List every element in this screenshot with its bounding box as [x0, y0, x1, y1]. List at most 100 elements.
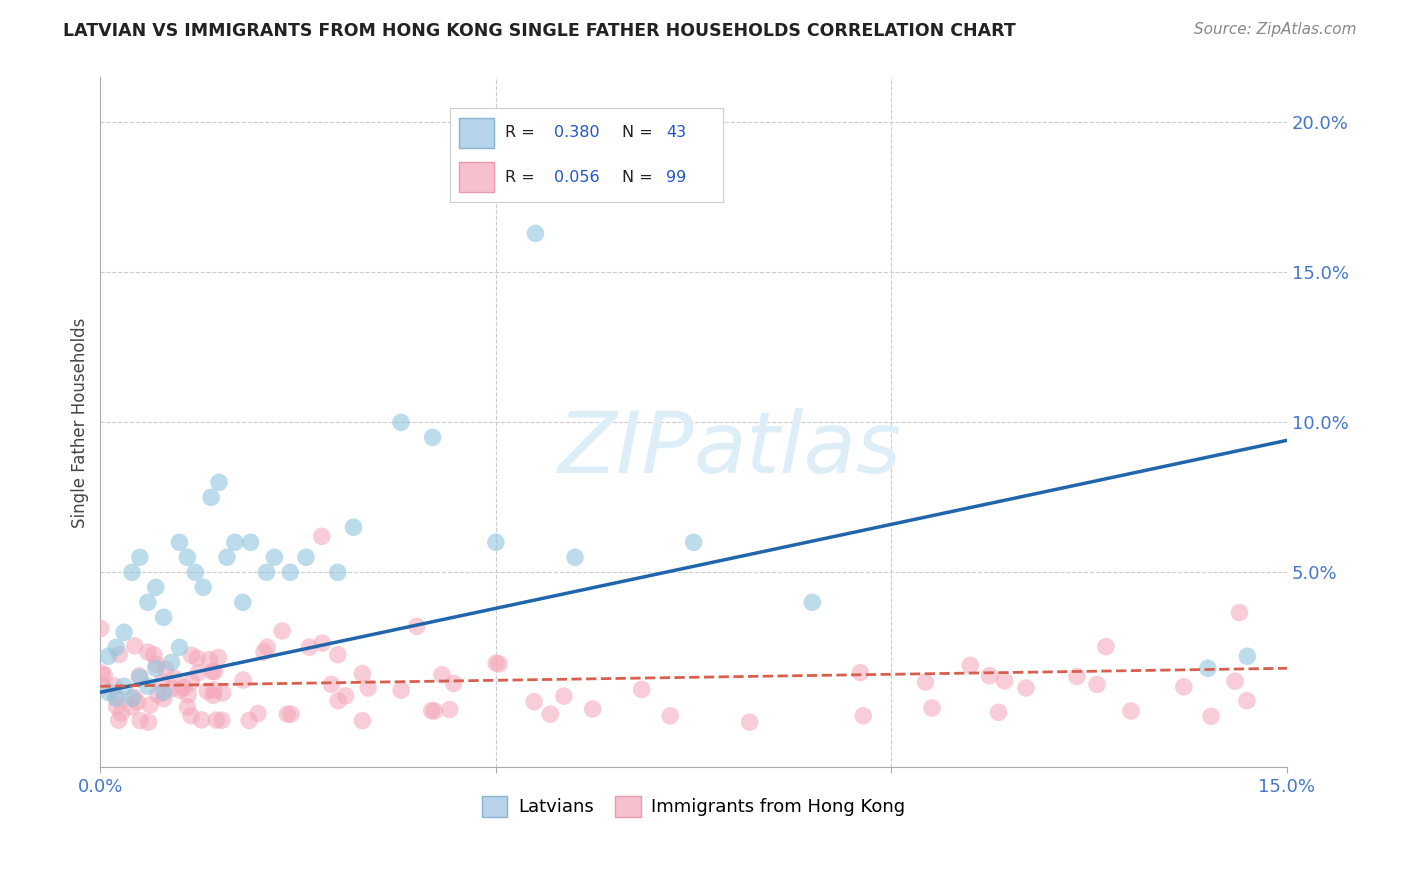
Point	[849, 665, 872, 680]
Point	[443, 676, 465, 690]
Y-axis label: Single Father Households: Single Father Households	[72, 318, 89, 527]
Point	[326, 566, 349, 580]
Point	[207, 650, 229, 665]
Point	[150, 674, 173, 689]
Point	[121, 566, 143, 580]
Point	[162, 681, 184, 696]
Point	[107, 713, 129, 727]
Point	[271, 624, 294, 638]
Point	[422, 430, 444, 444]
Point	[246, 706, 269, 721]
Point	[389, 683, 412, 698]
Point	[326, 648, 349, 662]
Point	[423, 704, 446, 718]
Point	[195, 684, 218, 698]
Point	[659, 709, 682, 723]
Point	[630, 682, 652, 697]
Point	[180, 648, 202, 663]
Point	[1095, 640, 1118, 654]
Point	[256, 566, 278, 580]
Point	[136, 645, 159, 659]
Point	[311, 636, 333, 650]
Point	[142, 648, 165, 662]
Point	[1173, 680, 1195, 694]
Point	[169, 535, 191, 549]
Point	[328, 694, 350, 708]
Point	[485, 656, 508, 670]
Point	[193, 580, 215, 594]
Point	[105, 640, 128, 655]
Point	[91, 666, 114, 681]
Point	[538, 707, 561, 722]
Point	[186, 651, 208, 665]
Point	[994, 673, 1017, 688]
Point	[112, 679, 135, 693]
Point	[524, 227, 547, 241]
Point	[127, 695, 149, 709]
Point	[152, 691, 174, 706]
Point	[852, 708, 875, 723]
Point	[278, 566, 301, 580]
Point	[163, 671, 186, 685]
Point	[321, 677, 343, 691]
Point	[122, 690, 145, 705]
Point	[439, 702, 461, 716]
Point	[682, 535, 704, 549]
Text: LATVIAN VS IMMIGRANTS FROM HONG KONG SINGLE FATHER HOUSEHOLDS CORRELATION CHART: LATVIAN VS IMMIGRANTS FROM HONG KONG SIN…	[63, 22, 1017, 40]
Point	[129, 550, 152, 565]
Point	[129, 670, 152, 684]
Point	[276, 707, 298, 722]
Text: atlas: atlas	[693, 409, 901, 491]
Point	[145, 661, 167, 675]
Point	[238, 714, 260, 728]
Point	[145, 657, 167, 671]
Point	[145, 580, 167, 594]
Point	[1236, 694, 1258, 708]
Point	[211, 686, 233, 700]
Point	[1066, 669, 1088, 683]
Point	[97, 685, 120, 699]
Point	[152, 610, 174, 624]
Point	[389, 415, 412, 429]
Point	[105, 691, 128, 706]
Point	[239, 535, 262, 549]
Point	[215, 550, 238, 565]
Point	[914, 675, 936, 690]
Point	[295, 550, 318, 565]
Point	[979, 669, 1001, 683]
Point	[582, 702, 605, 716]
Point	[335, 689, 357, 703]
Point	[198, 653, 221, 667]
Point	[232, 673, 254, 687]
Point	[921, 701, 943, 715]
Point	[105, 690, 128, 705]
Point	[205, 713, 228, 727]
Point	[155, 662, 177, 676]
Point	[177, 688, 200, 702]
Point	[184, 566, 207, 580]
Point	[1236, 649, 1258, 664]
Point	[485, 535, 508, 549]
Point	[405, 619, 427, 633]
Point	[152, 685, 174, 699]
Point	[139, 698, 162, 712]
Point	[201, 665, 224, 679]
Point	[146, 688, 169, 702]
Point	[352, 714, 374, 728]
Point	[738, 715, 761, 730]
Point	[211, 713, 233, 727]
Point	[187, 665, 209, 680]
Point	[124, 639, 146, 653]
Point	[204, 665, 226, 679]
Point	[190, 713, 212, 727]
Point	[311, 529, 333, 543]
Point	[128, 669, 150, 683]
Point	[136, 595, 159, 609]
Point	[108, 648, 131, 662]
Legend: Latvians, Immigrants from Hong Kong: Latvians, Immigrants from Hong Kong	[475, 789, 912, 824]
Point	[180, 708, 202, 723]
Point	[232, 595, 254, 609]
Point	[488, 657, 510, 671]
Point	[1199, 709, 1222, 723]
Point	[202, 683, 225, 698]
